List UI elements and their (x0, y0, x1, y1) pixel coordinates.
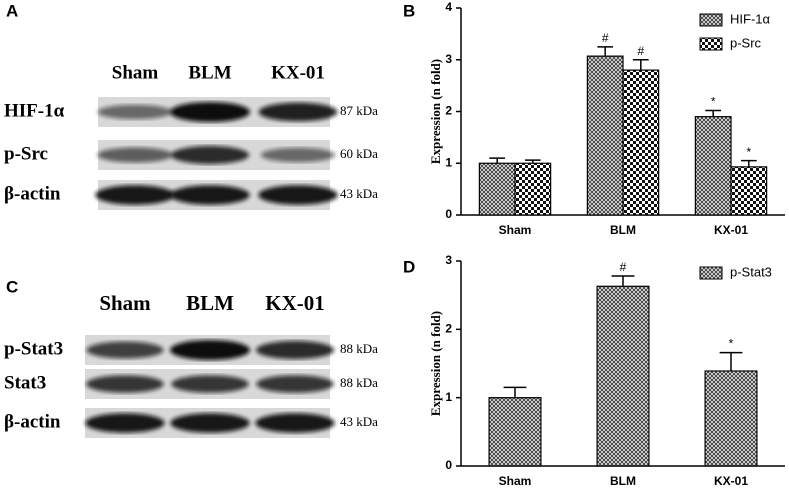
row-label: p-Stat3 (4, 338, 63, 359)
lane-label: Sham (112, 62, 159, 83)
y-tick-label: 1 (445, 390, 452, 404)
legend-swatch (699, 37, 723, 51)
y-tick-label: 4 (445, 0, 452, 14)
y-tick-label: 3 (445, 52, 452, 66)
legend-label: HIF-1α (730, 11, 771, 26)
y-tick-label: 2 (445, 322, 452, 336)
lane-label: Sham (99, 291, 151, 315)
bar (488, 397, 542, 467)
blot-band (97, 104, 173, 120)
blot-band (95, 185, 175, 205)
panel-label: A (6, 1, 18, 20)
bar (730, 166, 768, 216)
legend-label: p-Src (730, 35, 762, 50)
blot-band (258, 102, 338, 122)
bar (586, 55, 624, 216)
size-label: 88 kDa (340, 341, 378, 356)
blot-band (256, 375, 334, 393)
row-label: p-Src (4, 143, 48, 164)
significance-mark: * (729, 337, 734, 351)
blot-band (170, 413, 250, 433)
x-tick-label: KX-01 (714, 223, 748, 237)
y-tick-label: 3 (445, 253, 452, 267)
blot-band (85, 413, 165, 433)
size-label: 43 kDa (340, 414, 378, 429)
significance-mark: # (620, 260, 627, 274)
x-tick-label: Sham (499, 474, 532, 488)
x-tick-label: Sham (499, 223, 532, 237)
bar (694, 116, 732, 216)
x-tick-label: BLM (610, 223, 636, 237)
lane-label: KX-01 (265, 291, 325, 315)
significance-mark: # (602, 31, 609, 45)
blot-band (260, 147, 336, 163)
y-tick-label: 0 (445, 207, 452, 221)
bar (514, 162, 552, 216)
blot-band (86, 375, 164, 393)
bar (596, 285, 650, 467)
bar (622, 69, 660, 216)
blot-band (258, 185, 338, 205)
lane-label: KX-01 (271, 62, 325, 83)
row-label: β-actin (4, 411, 61, 432)
blot-band (255, 413, 335, 433)
x-tick-label: BLM (610, 474, 636, 488)
blot-band (97, 147, 173, 163)
significance-mark: * (746, 145, 751, 159)
y-axis-label: Expression (n fold) (428, 311, 443, 416)
y-tick-label: 0 (445, 458, 452, 472)
blot-band (170, 185, 250, 205)
y-tick-label: 1 (445, 155, 452, 169)
lane-label: BLM (188, 62, 231, 83)
size-label: 88 kDa (340, 375, 378, 390)
legend-label: p-Stat3 (730, 264, 772, 279)
significance-mark: # (637, 44, 644, 58)
row-label: HIF-1α (4, 100, 65, 121)
blot-band (255, 340, 335, 360)
blot-band (170, 102, 250, 122)
legend-swatch (699, 13, 723, 27)
row-label: β-actin (4, 183, 61, 204)
row-label: Stat3 (4, 372, 46, 393)
panel-label: D (403, 257, 415, 276)
size-label: 43 kDa (340, 186, 378, 201)
size-label: 60 kDa (340, 146, 378, 161)
x-tick-label: KX-01 (714, 474, 748, 488)
bar (478, 162, 516, 216)
blot-band (86, 341, 164, 359)
panel-label: B (403, 1, 415, 20)
panel-label: C (6, 277, 18, 296)
significance-mark: * (711, 95, 716, 109)
y-axis-label: Expression (n fold) (428, 59, 443, 164)
blot-band (170, 145, 250, 165)
y-tick-label: 2 (445, 104, 452, 118)
lane-label: BLM (186, 291, 234, 315)
blot-band (171, 375, 249, 393)
legend-swatch (699, 266, 723, 280)
size-label: 87 kDa (340, 103, 378, 118)
blot-band (170, 340, 250, 360)
bar (704, 370, 758, 467)
